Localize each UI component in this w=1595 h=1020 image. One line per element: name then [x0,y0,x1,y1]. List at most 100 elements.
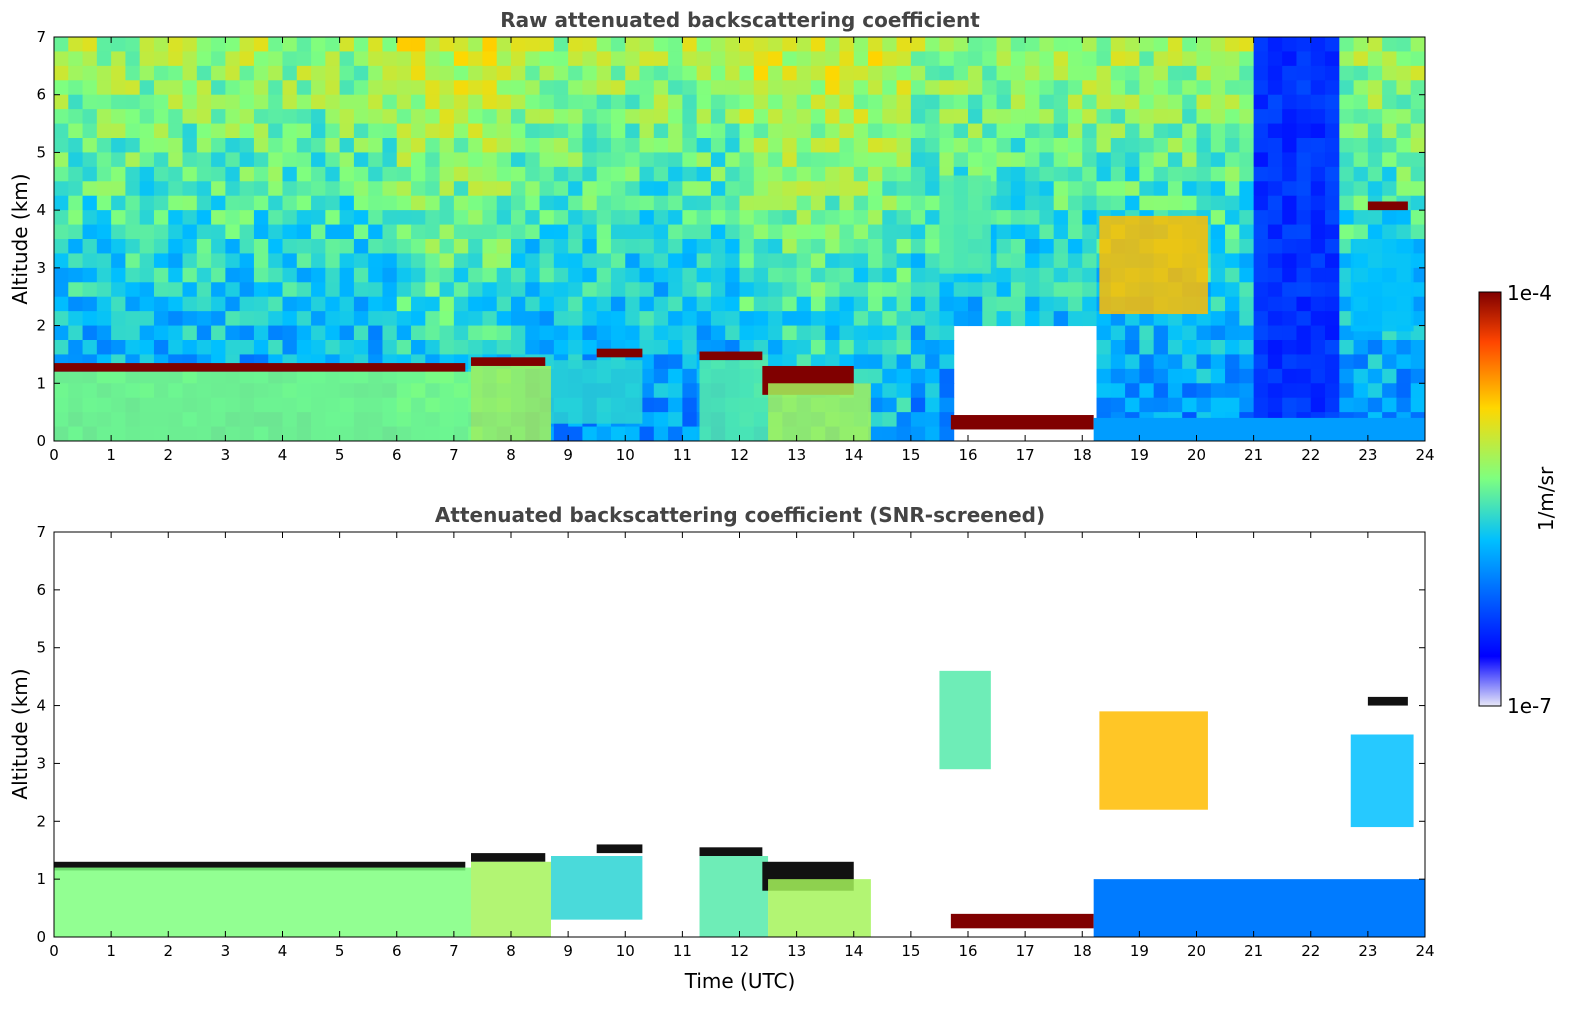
noise-cell [810,354,826,370]
noise-cell [296,340,312,355]
noise-cell [625,138,641,153]
noise-cell [239,210,255,226]
noise-cell [368,282,383,298]
noise-cell [825,109,840,125]
noise-cell [1153,166,1169,182]
noise-cell [339,166,355,182]
x-tick-label: 23 [1358,942,1377,960]
noise-cell [896,37,912,52]
noise-cell [596,37,612,52]
noise-cell [539,325,555,341]
noise-cell [796,37,812,52]
noise-cell [282,65,298,81]
noise-cell [1110,195,1126,211]
noise-cell [496,253,512,269]
noise-cell [282,210,298,226]
noise-cell [425,80,441,96]
feature-cloud-base [54,861,466,871]
noise-cell [1325,37,1340,52]
noise-cell [96,340,112,355]
noise-cell [925,37,940,52]
noise-cell [468,94,483,110]
noise-cell [1296,239,1312,254]
noise-cell [496,195,512,211]
noise-cell [710,138,726,153]
noise-cell [1239,224,1255,240]
noise-cell [211,37,226,52]
noise-cell [925,412,940,428]
noise-cell [182,195,198,211]
noise-cell [1325,166,1340,182]
noise-cell [925,311,940,327]
noise-cell [296,325,312,341]
noise-cell [568,65,583,81]
noise-cell [668,412,683,428]
noise-cell [1253,224,1269,240]
noise-cell [639,195,655,211]
noise-cell [325,166,341,182]
noise-cell [1039,210,1055,226]
noise-cell [653,94,669,110]
noise-cell [568,311,583,327]
noise-cell [825,138,840,153]
noise-cell [339,325,355,341]
noise-cell [1125,109,1140,125]
noise-cell [368,94,383,110]
noise-cell [868,340,883,355]
noise-cell [668,253,683,269]
noise-cell [1210,253,1226,269]
noise-cell [239,166,255,182]
noise-cell [1382,181,1397,197]
noise-cell [1067,152,1083,168]
noise-cell [539,296,555,312]
noise-cell [1353,383,1369,399]
noise-cell [810,65,826,81]
noise-cell [610,426,626,441]
noise-cell [1025,166,1040,182]
noise-cell [996,195,1012,211]
noise-cell [582,80,598,96]
noise-cell [382,224,398,240]
noise-cell [225,51,241,67]
noise-cell [296,224,312,240]
noise-cell [268,109,283,125]
noise-cell [211,340,226,355]
noise-cell [825,253,840,269]
noise-cell [682,239,698,254]
noise-cell [396,267,412,283]
noise-cell [311,80,326,96]
noise-cell [1139,181,1155,197]
noise-cell [153,65,169,81]
panel-screened-ylabel: Altitude (km) [8,668,32,799]
noise-cell [525,340,541,355]
noise-cell [882,340,898,355]
noise-cell [453,195,469,211]
noise-cell [82,138,98,153]
noise-cell [796,253,812,269]
noise-cell [96,325,112,341]
noise-cell [796,239,812,254]
noise-cell [1296,296,1312,312]
noise-cell [925,138,940,153]
x-tick-label: 5 [335,446,345,464]
noise-cell [1125,152,1140,168]
noise-cell [1153,397,1169,413]
noise-cell [1096,383,1112,399]
noise-cell [1125,397,1140,413]
noise-cell [1096,397,1112,413]
noise-cell [796,109,812,125]
noise-cell [1396,37,1412,52]
noise-cell [253,195,269,211]
noise-cell [1039,123,1055,139]
noise-cell [725,224,740,240]
noise-cell [1325,397,1340,413]
noise-cell [282,152,298,168]
noise-cell [1196,397,1212,413]
noise-cell [596,253,612,269]
noise-cell [196,224,212,240]
noise-cell [939,37,955,52]
noise-cell [896,296,912,312]
colorbar-max-label: 1e-4 [1507,281,1552,305]
noise-cell [1025,210,1040,226]
noise-cell [868,253,883,269]
